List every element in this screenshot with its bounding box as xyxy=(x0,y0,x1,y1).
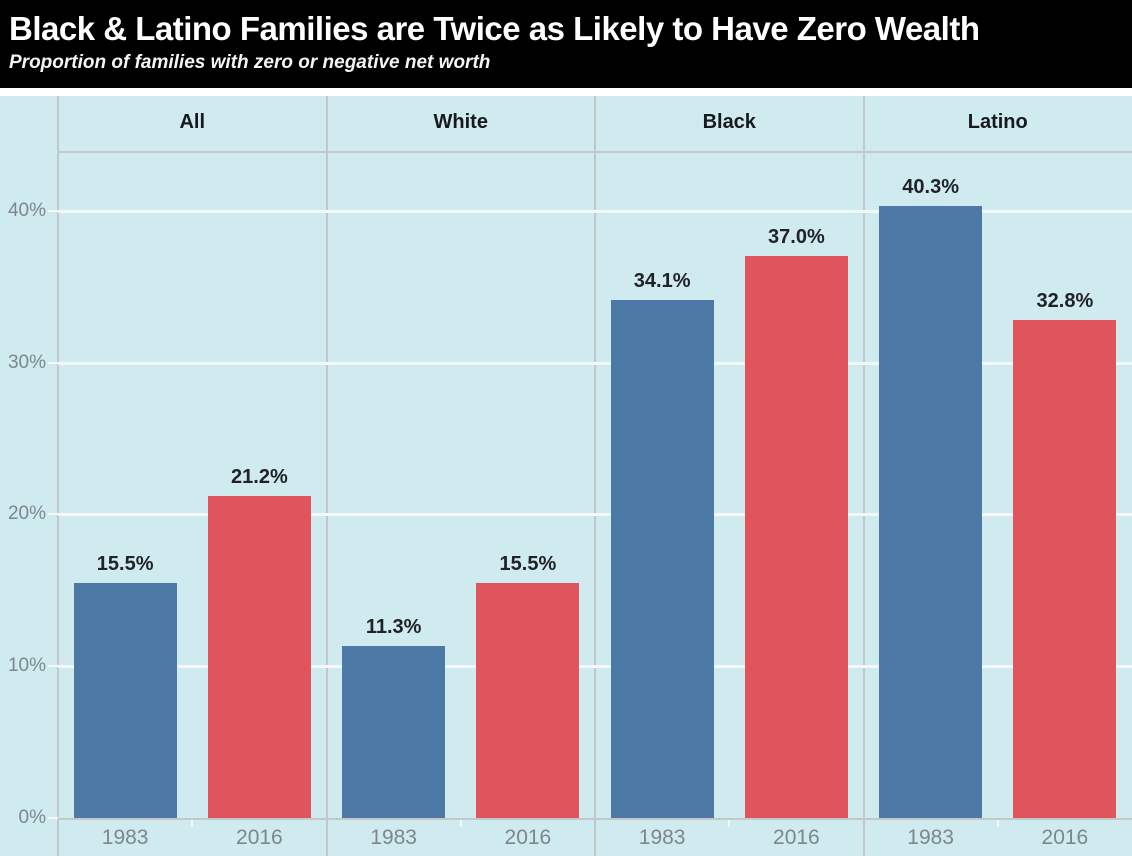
x-axis-label-1983: 1983 xyxy=(638,826,686,849)
x-axis-tick xyxy=(459,820,462,827)
gridline xyxy=(58,361,1132,365)
bar-value-label: 40.3% xyxy=(902,176,959,199)
x-axis-label-2016: 2016 xyxy=(1041,826,1089,849)
y-axis-label: 20% xyxy=(7,503,46,525)
y-axis-label: 0% xyxy=(18,807,46,828)
x-axis-baseline xyxy=(58,818,1132,820)
panel-separator xyxy=(862,96,865,856)
bar-value-label: 32.8% xyxy=(1036,290,1094,312)
bar-white-2016[interactable] xyxy=(476,582,580,818)
gridline xyxy=(58,665,1132,669)
y-axis-tick xyxy=(48,817,58,819)
title-banner: Black & Latino Families are Twice as Lik… xyxy=(0,0,1132,88)
x-axis-label-2016: 2016 xyxy=(504,826,552,849)
x-axis-label-1983: 1983 xyxy=(907,826,954,849)
chart-area: 0% 10% 20% 30% 40% All 15.5% 1983 21.2% 2016 White… xyxy=(0,96,1132,856)
bar-all-2016[interactable] xyxy=(207,496,311,818)
x-axis-tick xyxy=(191,820,194,827)
bar-black-2016[interactable] xyxy=(744,256,848,818)
banner-divider xyxy=(0,88,1132,96)
x-axis-label-1983: 1983 xyxy=(101,826,149,849)
x-axis-label-1983: 1983 xyxy=(370,826,417,849)
bar-value-label: 21.2% xyxy=(231,466,288,489)
panel-header-black: Black xyxy=(702,111,756,133)
panel-header-all: All xyxy=(179,111,206,133)
bar-black-1983[interactable] xyxy=(610,300,714,818)
bar-latino-1983[interactable] xyxy=(879,206,983,818)
panel-header-rule xyxy=(58,151,1132,153)
gridline xyxy=(58,209,1132,213)
bar-value-label: 15.5% xyxy=(96,552,154,575)
y-axis-label: 40% xyxy=(7,199,46,221)
bar-latino-2016[interactable] xyxy=(1013,320,1117,818)
bar-value-label: 11.3% xyxy=(365,616,422,639)
x-axis-tick xyxy=(728,820,731,827)
chart-subtitle: Proportion of families with zero or nega… xyxy=(9,52,491,73)
x-axis-tick xyxy=(996,820,999,827)
bar-value-label: 34.1% xyxy=(633,270,691,293)
panel-header-white: White xyxy=(433,111,488,133)
panel-separator xyxy=(57,96,59,856)
panel-separator xyxy=(594,96,596,856)
bar-value-label: 15.5% xyxy=(499,552,557,575)
x-axis-label-2016: 2016 xyxy=(236,826,283,849)
y-axis-tick xyxy=(48,209,58,212)
y-axis-tick xyxy=(48,513,58,516)
y-axis-tick xyxy=(48,361,58,364)
y-axis-label: 10% xyxy=(7,655,46,677)
bar-value-label: 37.0% xyxy=(768,226,825,249)
gridline xyxy=(58,513,1132,517)
x-axis-label-2016: 2016 xyxy=(773,826,820,849)
panel-header-latino: Latino xyxy=(967,111,1028,133)
bar-all-1983[interactable] xyxy=(73,582,177,818)
y-axis-label: 30% xyxy=(7,351,46,373)
chart-title: Black & Latino Families are Twice as Lik… xyxy=(9,10,980,47)
y-axis-tick xyxy=(48,665,58,668)
bar-white-1983[interactable] xyxy=(342,646,446,818)
panel-separator xyxy=(325,96,328,856)
